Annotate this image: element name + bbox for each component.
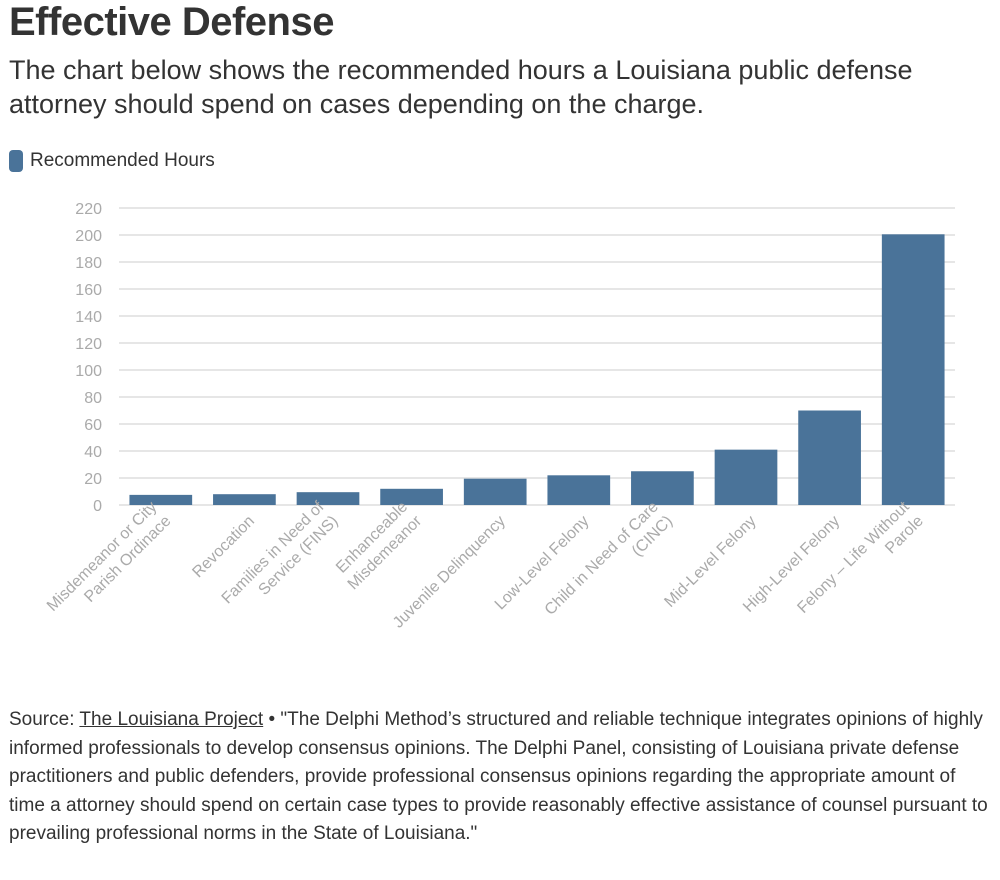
y-tick-label: 180 [75, 255, 102, 272]
y-tick-label: 220 [75, 201, 102, 218]
legend-swatch [9, 150, 23, 172]
legend[interactable]: Recommended Hours [9, 150, 215, 172]
y-tick-label: 80 [84, 390, 102, 407]
bar[interactable] [631, 471, 694, 505]
x-tick-label: Child in Need of Care(CINC) [542, 498, 676, 618]
source-footer: Source: The Louisiana Project • "The Del… [9, 706, 994, 849]
source-prefix: Source: [9, 709, 80, 730]
gridlines [119, 207, 955, 506]
bar[interactable] [296, 492, 360, 505]
x-tick-label: Mid-Level Felony [661, 513, 759, 611]
y-tick-label: 160 [75, 282, 102, 299]
source-note: "The Delphi Method’s structured and reli… [9, 709, 988, 844]
bar[interactable] [129, 494, 193, 505]
chart-title: Effective Defense [9, 0, 334, 44]
y-axis-ticks: 0 20 40 60 80 100 120 140 160 180 200 220 [75, 201, 102, 515]
y-tick-label: 200 [75, 228, 102, 245]
y-tick-label: 20 [84, 471, 102, 488]
bar[interactable] [380, 488, 443, 505]
y-tick-label: 40 [84, 444, 102, 461]
chart-subtitle: The chart below shows the recommended ho… [9, 55, 913, 119]
bar[interactable] [881, 234, 945, 505]
x-tick-label-line: Low-Level Felony [492, 513, 593, 614]
bar[interactable] [213, 494, 276, 505]
y-tick-label: 60 [84, 417, 102, 434]
bar[interactable] [798, 410, 861, 506]
x-tick-label-line: Misdemeanor or City [44, 498, 160, 614]
bar[interactable] [547, 475, 611, 505]
y-tick-label: 140 [75, 309, 102, 326]
x-tick-label-line: Child in Need of Care [542, 498, 662, 618]
y-tick-label: 120 [75, 336, 102, 353]
y-tick-label: 100 [75, 363, 102, 380]
bar-chart: 0 20 40 60 80 100 120 140 160 180 200 220 Misdemean… [44, 201, 955, 632]
bar[interactable] [463, 478, 527, 505]
x-tick-label-line: Felony – Life Without [794, 498, 913, 617]
bars [129, 234, 945, 506]
y-tick-label: 0 [93, 498, 102, 515]
x-tick-label: Low-Level Felony [492, 513, 593, 614]
source-link[interactable]: The Louisiana Project [79, 709, 264, 730]
x-tick-label-line: Mid-Level Felony [661, 513, 759, 611]
bar[interactable] [714, 449, 778, 505]
legend-label: Recommended Hours [30, 150, 215, 171]
source-separator: • [263, 709, 281, 730]
